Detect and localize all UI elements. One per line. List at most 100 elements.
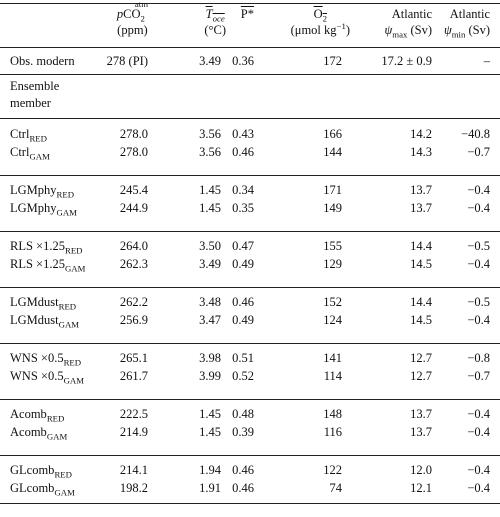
cell-o2: 171 (323, 183, 342, 197)
cell-psimax: 14.3 (410, 145, 432, 159)
member-label: LGMdustGAM (10, 313, 80, 330)
cell-o2: 129 (323, 257, 342, 271)
header-toce: Toce (°C) (204, 7, 226, 37)
member-label: AcombRED (10, 407, 65, 424)
group-rule (0, 231, 500, 232)
cell-psimin: −0.4 (467, 463, 490, 477)
cell-p: 0.46 (232, 481, 254, 495)
cell-o2: 155 (323, 239, 342, 253)
cell-toce: 1.45 (199, 425, 221, 439)
cell-psimax: 12.7 (410, 369, 432, 383)
cell-p: 0.52 (232, 369, 254, 383)
member-label: RLS ×1.25GAM (10, 257, 86, 274)
ensemble-rule (0, 118, 500, 119)
cell-pco2: 214.1 (119, 463, 148, 477)
cell-p: 0.43 (232, 127, 254, 141)
cell-toce: 3.50 (199, 239, 221, 253)
cell-toce: 3.56 (199, 145, 221, 159)
member-label: LGMphyRED (10, 183, 75, 200)
table-row: LGMdustGAM 256.9 3.47 0.49 124 14.5 −0.4 (0, 311, 500, 329)
table-row: WNS ×0.5GAM 261.7 3.99 0.52 114 12.7 −0.7 (0, 367, 500, 385)
group-rule (0, 399, 500, 400)
cell-psimin: −0.4 (467, 407, 490, 421)
cell-p: 0.46 (232, 295, 254, 309)
group-rule (0, 287, 500, 288)
cell-o2: 166 (323, 127, 342, 141)
ensemble-label: Ensemble member (0, 78, 500, 114)
obs-label: Obs. modern (10, 54, 75, 68)
cell-psimax: 14.5 (410, 313, 432, 327)
cell-pco2: 262.2 (119, 295, 148, 309)
cell-toce: 1.91 (199, 481, 221, 495)
cell-pco2: 262.3 (119, 257, 148, 271)
cell-pco2: 214.9 (119, 425, 148, 439)
cell-psimin: −40.8 (461, 127, 490, 141)
cell-psimin: −0.4 (467, 313, 490, 327)
table-top-rule (0, 3, 500, 4)
cell-psimin: −0.4 (467, 481, 490, 495)
cell-p: 0.47 (232, 239, 254, 253)
cell-o2: 148 (323, 407, 342, 421)
table-row: LGMphyRED 245.4 1.45 0.34 171 13.7 −0.4 (0, 181, 500, 199)
cell-psimax: 12.7 (410, 351, 432, 365)
member-label: GLcombRED (10, 463, 72, 480)
cell-o2: 122 (323, 463, 342, 477)
cell-o2: 124 (323, 313, 342, 327)
table-row: CtrlRED 278.0 3.56 0.43 166 14.2 −40.8 (0, 125, 500, 143)
cell-o2: 141 (323, 351, 342, 365)
cell-toce: 1.45 (199, 407, 221, 421)
obs-row: Obs. modern 278 (PI) 3.49 0.36 172 17.2 … (0, 52, 500, 70)
table-row: CtrlGAM 278.0 3.56 0.46 144 14.3 −0.7 (0, 143, 500, 161)
cell-toce: 3.99 (199, 369, 221, 383)
cell-p: 0.49 (232, 313, 254, 327)
cell-o2: 116 (323, 425, 342, 439)
group-rule (0, 455, 500, 456)
table-header: pCO2atm (ppm) Toce (°C) P* O2 (μmol kg−1… (0, 0, 500, 44)
obs-rule (0, 74, 500, 75)
cell-psimin: −0.7 (467, 369, 490, 383)
cell-pco2: 261.7 (119, 369, 148, 383)
cell-pco2: 278.0 (119, 145, 148, 159)
cell-psimin: −0.4 (467, 183, 490, 197)
cell-psimin: −0.4 (467, 425, 490, 439)
group-rule (0, 175, 500, 176)
obs-p: 0.36 (232, 54, 254, 68)
cell-pco2: 222.5 (119, 407, 148, 421)
cell-pco2: 245.4 (119, 183, 148, 197)
cell-psimax: 13.7 (410, 201, 432, 215)
cell-pco2: 256.9 (119, 313, 148, 327)
cell-psimax: 14.2 (410, 127, 432, 141)
cell-toce: 3.98 (199, 351, 221, 365)
cell-psimin: −0.5 (467, 239, 490, 253)
cell-psimin: −0.8 (467, 351, 490, 365)
table-row: LGMphyGAM 244.9 1.45 0.35 149 13.7 −0.4 (0, 199, 500, 217)
table-row: WNS ×0.5RED 265.1 3.98 0.51 141 12.7 −0.8 (0, 349, 500, 367)
header-pco2: pCO2atm (ppm) (116, 0, 148, 37)
cell-o2: 114 (323, 369, 342, 383)
header-p: P* (240, 7, 254, 21)
member-label: WNS ×0.5GAM (10, 369, 84, 386)
cell-psimin: −0.4 (467, 201, 490, 215)
group-rule (0, 343, 500, 344)
cell-p: 0.48 (232, 407, 254, 421)
cell-p: 0.34 (232, 183, 254, 197)
table-row: LGMdustRED 262.2 3.48 0.46 152 14.4 −0.5 (0, 293, 500, 311)
cell-toce: 1.45 (199, 201, 221, 215)
table-row: RLS ×1.25GAM 262.3 3.49 0.49 129 14.5 −0.4 (0, 255, 500, 273)
cell-o2: 144 (323, 145, 342, 159)
member-label: CtrlGAM (10, 145, 50, 162)
cell-psimax: 12.1 (410, 481, 432, 495)
table-row: GLcombRED 214.1 1.94 0.46 122 12.0 −0.4 (0, 461, 500, 479)
ensemble-label-line2: member (10, 96, 51, 110)
header-o2: O2 (μmol kg−1) (290, 7, 350, 37)
cell-pco2: 264.0 (119, 239, 148, 253)
cell-toce: 1.94 (199, 463, 221, 477)
cell-toce: 3.49 (199, 257, 221, 271)
cell-pco2: 265.1 (119, 351, 148, 365)
member-label: LGMphyGAM (10, 201, 77, 218)
cell-psimin: −0.7 (467, 145, 490, 159)
table-row: RLS ×1.25RED 264.0 3.50 0.47 155 14.4 −0.5 (0, 237, 500, 255)
cell-psimax: 14.5 (410, 257, 432, 271)
cell-pco2: 198.2 (119, 481, 148, 495)
